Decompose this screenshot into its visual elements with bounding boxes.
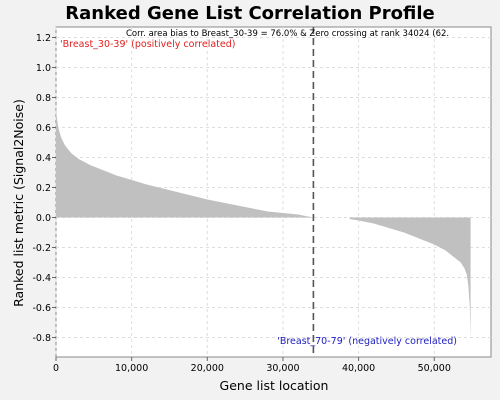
y-tick-label: 0.4 bbox=[36, 153, 51, 164]
x-tick-label: 10,000 bbox=[115, 363, 148, 374]
corr-area-annotation: Corr. area bias to Breast_30-39 = 76.0% … bbox=[126, 29, 449, 39]
y-tick-label: 0.6 bbox=[36, 123, 51, 134]
y-tick-label: -0.8 bbox=[32, 333, 51, 344]
negative-correlation-label: 'Breast_70-79' (negatively correlated) bbox=[277, 336, 457, 347]
positive-correlation-label: 'Breast_30-39' (positively correlated) bbox=[60, 39, 236, 50]
plot-area: Corr. area bias to Breast_30-39 = 76.0% … bbox=[55, 26, 492, 358]
x-tick-label: 0 bbox=[53, 363, 59, 374]
y-tick-label: 1.0 bbox=[36, 63, 51, 74]
y-tick-label: -0.6 bbox=[32, 303, 51, 314]
x-tick-label: 40,000 bbox=[342, 363, 375, 374]
plot-labels: Corr. area bias to Breast_30-39 = 76.0% … bbox=[60, 29, 457, 347]
y-tick-label: 0.0 bbox=[36, 213, 51, 224]
y-tick-label: -0.2 bbox=[32, 243, 51, 254]
y-tick-label: 1.2 bbox=[36, 33, 51, 44]
x-axis-label: Gene list location bbox=[220, 378, 329, 393]
x-axis-ticks: 0 10,000 20,000 30,000 40,000 50,000 bbox=[53, 357, 451, 374]
x-tick-label: 20,000 bbox=[191, 363, 224, 374]
y-tick-label: -0.4 bbox=[32, 273, 51, 284]
x-tick-label: 50,000 bbox=[418, 363, 451, 374]
profile-area-series bbox=[56, 105, 471, 341]
y-axis-ticks: 1.2 1.0 0.8 0.6 0.4 0.2 0.0 -0.2 -0.4 -0.6 -0.8 bbox=[32, 33, 56, 344]
chart-title: Ranked Gene List Correlation Profile bbox=[65, 3, 434, 24]
y-tick-label: 0.2 bbox=[36, 183, 51, 194]
x-tick-label: 30,000 bbox=[266, 363, 299, 374]
y-tick-label: 0.8 bbox=[36, 93, 51, 104]
y-axis-label: Ranked list metric (Signal2Noise) bbox=[11, 99, 26, 307]
